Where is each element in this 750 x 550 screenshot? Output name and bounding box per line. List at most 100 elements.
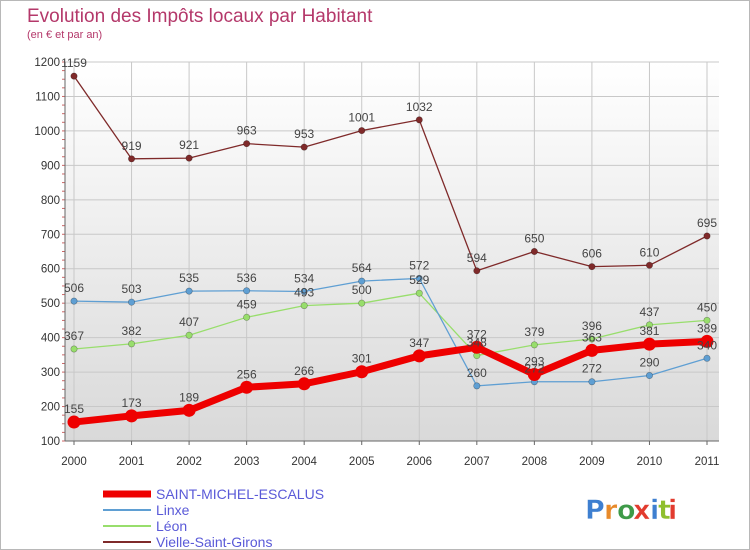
chart-subtitle: (en € et par an) <box>27 29 103 41</box>
data-label: 506 <box>64 281 84 295</box>
data-point <box>703 316 711 324</box>
data-point <box>185 287 193 295</box>
data-labels: 155 173 189 256 266 301 347 372 293 363 381 389 506 5… <box>61 56 717 416</box>
x-tick-label: 2008 <box>522 456 548 468</box>
x-tick-label: 2006 <box>406 456 432 468</box>
data-point <box>588 263 596 271</box>
data-point <box>182 403 196 417</box>
data-label: 367 <box>64 329 84 343</box>
data-label: 594 <box>467 251 487 265</box>
x-tick-label: 2007 <box>464 456 490 468</box>
legend: SAINT-MICHEL-ESCALUSLinxeLéonVielle-Sain… <box>103 486 324 549</box>
data-point <box>642 337 656 351</box>
data-point <box>300 287 308 295</box>
y-tick-label: 600 <box>41 264 60 276</box>
data-point <box>527 368 541 382</box>
data-label: 396 <box>582 319 602 333</box>
legend-label: Léon <box>156 518 187 534</box>
data-label: 459 <box>237 297 257 311</box>
data-point <box>415 116 423 124</box>
data-point <box>243 140 251 148</box>
data-label: 650 <box>524 232 544 246</box>
data-label: 437 <box>639 305 659 319</box>
data-point <box>358 127 366 135</box>
data-label: 529 <box>409 273 429 287</box>
legend-label: Linxe <box>156 502 190 518</box>
x-tick-label: 2005 <box>349 456 375 468</box>
y-tick-label: 1100 <box>35 91 60 103</box>
logo-letter: i <box>668 495 677 526</box>
y-tick-label: 500 <box>41 298 60 310</box>
data-label: 606 <box>582 247 602 261</box>
data-label: 293 <box>524 355 544 369</box>
data-point <box>128 298 136 306</box>
data-label: 1159 <box>61 56 87 70</box>
data-point <box>358 299 366 307</box>
data-point <box>703 354 711 362</box>
legend-label: Vielle-Saint-Girons <box>156 534 272 549</box>
data-label: 1032 <box>406 100 433 114</box>
data-label: 272 <box>524 362 544 376</box>
logo-letter: P <box>585 495 605 526</box>
chart-title: Evolution des Impôts locaux par Habitant <box>27 6 373 27</box>
logo-letter: t <box>658 495 671 526</box>
y-tick-label: 1200 <box>34 57 60 69</box>
data-point <box>530 341 538 349</box>
data-label: 389 <box>697 321 717 335</box>
data-label: 963 <box>237 124 257 138</box>
data-label: 407 <box>179 315 199 329</box>
data-label: 347 <box>409 336 429 350</box>
y-tick-label: 900 <box>41 160 60 172</box>
data-label: 379 <box>524 325 544 339</box>
y-tick-label: 200 <box>41 402 60 414</box>
data-label: 173 <box>122 396 142 410</box>
data-label: 953 <box>294 127 314 141</box>
data-label: 372 <box>467 327 487 341</box>
data-point <box>300 302 308 310</box>
x-tick-label: 2002 <box>176 456 202 468</box>
data-label: 572 <box>409 258 429 272</box>
x-tick-label: 2004 <box>291 456 317 468</box>
data-point <box>67 415 81 429</box>
x-tick-label: 2001 <box>119 456 145 468</box>
data-point <box>300 143 308 151</box>
data-label: 382 <box>122 324 142 338</box>
data-label: 493 <box>294 286 314 300</box>
data-point <box>125 409 139 423</box>
y-tick-label: 300 <box>41 367 60 379</box>
data-point <box>185 331 193 339</box>
data-label: 921 <box>179 138 199 152</box>
data-point <box>70 72 78 80</box>
data-label: 610 <box>639 245 659 259</box>
data-point <box>355 365 369 379</box>
series-line-2 <box>73 277 708 387</box>
data-label: 266 <box>294 364 314 378</box>
y-tick-label: 400 <box>41 333 60 345</box>
data-label: 564 <box>352 261 372 275</box>
x-tick-label: 2011 <box>695 456 720 468</box>
x-tick-label: 2003 <box>234 456 260 468</box>
data-point <box>470 340 484 354</box>
data-point <box>530 248 538 256</box>
series-line-3 <box>73 292 708 357</box>
data-point <box>700 334 714 348</box>
series-line-4 <box>73 75 708 272</box>
data-label: 381 <box>639 324 659 338</box>
data-label: 536 <box>237 271 257 285</box>
data-point <box>240 380 254 394</box>
data-point <box>703 232 711 240</box>
data-label: 695 <box>697 216 717 230</box>
data-point <box>645 321 653 329</box>
data-point <box>128 155 136 163</box>
data-point <box>70 345 78 353</box>
legend-label: SAINT-MICHEL-ESCALUS <box>156 486 324 502</box>
axes: 100 200 300 400 500 600 700 800 900 1000 1100 1200 2… <box>34 57 719 468</box>
data-point <box>243 313 251 321</box>
logo-letter: i <box>650 495 659 526</box>
x-tick-label: 2009 <box>579 456 605 468</box>
data-label: 535 <box>179 271 199 285</box>
data-label: 340 <box>697 338 717 352</box>
data-point <box>588 378 596 386</box>
data-label: 301 <box>352 352 372 366</box>
data-point <box>358 277 366 285</box>
